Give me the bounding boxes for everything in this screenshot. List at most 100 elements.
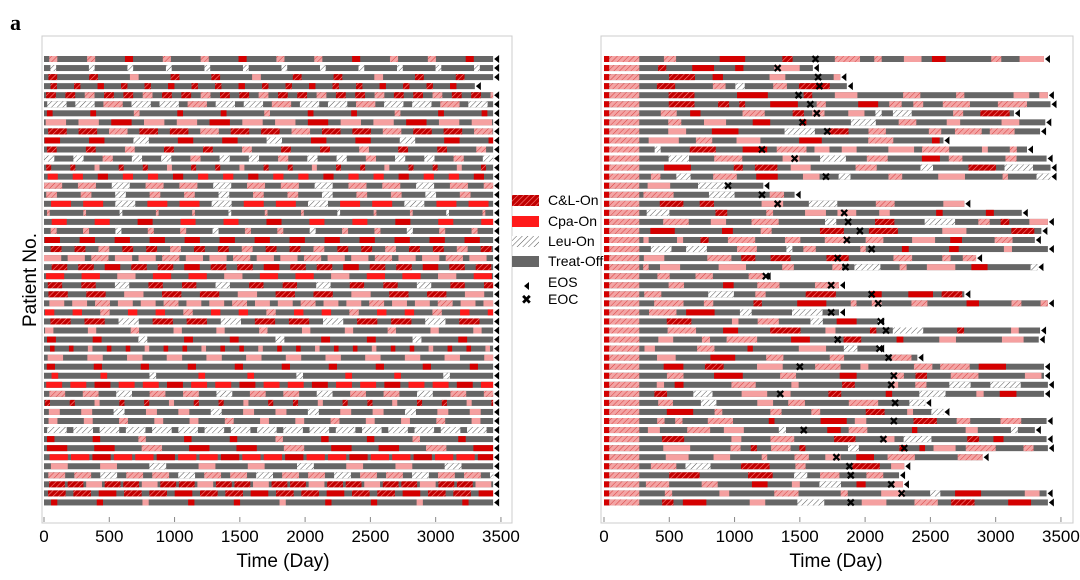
treatment-on-segment	[397, 65, 403, 72]
treatment-on-segment	[663, 218, 689, 225]
treatment-on-segment	[436, 200, 457, 207]
treatment-on-segment	[714, 408, 723, 415]
treatment-on-segment	[94, 381, 111, 388]
cl-on-segment	[609, 282, 640, 289]
treatment-on-segment	[445, 255, 463, 262]
legend-label-treat-off: Treat-Off	[548, 253, 603, 269]
cl-on-segment	[609, 264, 640, 271]
treatment-on-segment	[223, 218, 239, 225]
treatment-on-segment	[426, 83, 433, 90]
treatment-on-segment	[402, 273, 421, 280]
treatment-on-segment	[483, 300, 494, 307]
eos-marker	[494, 444, 500, 453]
treatment-on-segment	[751, 481, 768, 488]
treatment-on-segment	[266, 137, 283, 144]
treatment-on-segment	[416, 399, 423, 406]
eos-marker	[494, 190, 500, 199]
patient-row	[604, 100, 1057, 109]
treatment-on-segment	[921, 155, 940, 162]
treatment-on-segment	[367, 399, 373, 406]
patient-row	[44, 127, 500, 136]
treatment-on-segment	[106, 345, 112, 352]
treatment-on-segment	[741, 255, 756, 262]
treatment-on-segment	[44, 255, 62, 262]
treatment-on-segment	[737, 92, 768, 99]
treatment-on-segment	[881, 490, 905, 497]
treatment-on-segment	[327, 101, 348, 108]
treatment-on-segment	[51, 200, 72, 207]
treatment-on-segment	[357, 318, 378, 325]
treatment-on-segment	[148, 282, 163, 289]
treatment-on-segment	[949, 381, 971, 388]
treatment-on-segment	[695, 137, 713, 144]
treatment-on-segment	[344, 327, 354, 334]
treatment-on-segment	[693, 390, 713, 397]
treatment-on-segment	[135, 454, 154, 461]
treatment-on-segment	[663, 363, 684, 370]
treatment-on-segment	[116, 390, 132, 397]
treatment-on-segment	[471, 418, 481, 424]
cl-on-segment	[609, 200, 640, 207]
treatment-on-segment	[296, 345, 301, 352]
treatment-on-segment	[277, 300, 293, 307]
treatment-on-segment	[127, 309, 138, 316]
treatment-on-segment	[238, 83, 245, 90]
treatment-on-segment	[152, 472, 170, 479]
treatment-on-segment	[770, 327, 801, 334]
treatment-on-segment	[939, 336, 956, 343]
treatment-on-segment	[860, 246, 866, 253]
treatment-on-segment	[774, 65, 800, 72]
treatment-on-segment	[957, 454, 983, 461]
treatment-on-segment	[50, 345, 55, 352]
eoc-marker	[890, 417, 898, 425]
treatment-on-segment	[308, 481, 325, 488]
treatment-on-segment	[1039, 92, 1048, 99]
right-chart-panel: 0 500 1000 1500 2000 2500 3000 3500 Time (Day)	[599, 35, 1080, 572]
eos-marker	[494, 199, 500, 208]
treatment-on-segment	[708, 291, 734, 298]
treatment-on-segment	[798, 83, 830, 90]
eos-marker	[494, 326, 500, 335]
treatment-on-segment	[326, 490, 345, 497]
treatment-on-segment	[351, 490, 370, 497]
treatment-on-segment	[483, 182, 494, 189]
treatment-on-segment	[444, 137, 460, 144]
treatment-on-segment	[216, 390, 233, 397]
treatment-on-segment	[230, 128, 250, 135]
treatment-on-segment	[474, 65, 480, 72]
treatment-on-segment	[395, 463, 413, 470]
treatment-on-segment	[384, 101, 404, 108]
treatment-on-segment	[149, 390, 166, 397]
treatment-on-segment	[450, 390, 467, 397]
treatment-on-segment	[477, 454, 494, 461]
treatment-on-segment	[327, 481, 343, 488]
treatment-on-segment	[127, 65, 134, 72]
treatment-on-segment	[271, 481, 288, 488]
patient-row	[604, 417, 1053, 425]
treatment-on-segment	[333, 74, 343, 81]
eoc-marker	[776, 390, 785, 398]
treatment-on-segment	[389, 56, 399, 62]
treatment-on-segment	[241, 246, 253, 253]
treatment-on-segment	[81, 408, 93, 415]
treatment-on-segment	[51, 218, 67, 225]
treatment-on-segment	[129, 74, 139, 81]
treatment-on-segment	[487, 309, 494, 316]
treatment-on-segment	[429, 237, 445, 243]
treatment-on-segment	[892, 110, 912, 117]
treatment-on-segment	[860, 363, 869, 370]
cl-on-segment	[609, 56, 640, 62]
treatment-on-segment	[290, 264, 306, 271]
eoc-marker	[867, 245, 876, 253]
patient-row	[44, 199, 500, 208]
treatment-on-segment	[710, 354, 736, 361]
cl-on-segment	[609, 209, 640, 216]
treatment-on-segment	[968, 164, 996, 171]
treatment-on-segment	[204, 65, 211, 72]
treatment-on-segment	[321, 309, 332, 316]
eoc-marker	[856, 227, 864, 235]
eoc-marker	[891, 399, 899, 407]
patient-row	[604, 435, 1053, 444]
treatment-on-segment	[739, 101, 746, 108]
treatment-on-segment	[138, 436, 146, 443]
